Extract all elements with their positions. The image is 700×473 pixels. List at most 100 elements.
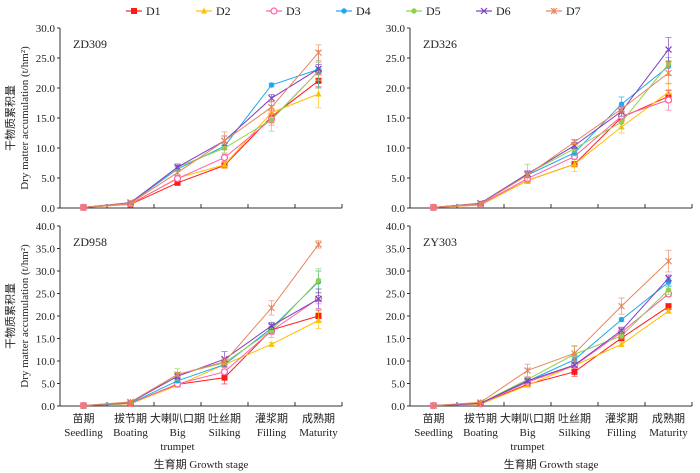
- legend-item: D3: [266, 4, 301, 18]
- x-tick-label-en: Big: [170, 427, 186, 439]
- legend-marker-asterisk-icon: [550, 7, 558, 15]
- data-point: [477, 200, 484, 208]
- series-line: [83, 315, 319, 407]
- x-axis-title: 生育期 Growth stage: [154, 457, 249, 471]
- data-point: [268, 340, 275, 347]
- series-line: [433, 277, 669, 407]
- data-point: [268, 82, 275, 88]
- series-line: [83, 280, 319, 407]
- series-d6: [80, 64, 322, 211]
- data-point: [174, 169, 181, 176]
- legend-label: D3: [286, 4, 301, 18]
- y-tick-label: 20.0: [36, 311, 56, 323]
- legend-label: D6: [496, 4, 511, 18]
- series-line: [83, 68, 319, 208]
- x-tick-label-cn: 成熟期: [302, 411, 335, 425]
- series-line: [433, 66, 669, 208]
- series-line: [83, 244, 319, 407]
- series-d1: [80, 74, 322, 211]
- y-tick-label: 25.0: [386, 289, 406, 301]
- data-point: [665, 303, 672, 310]
- legend-marker-triangle-icon: [201, 7, 207, 14]
- x-tick-label-en: Boating: [463, 427, 498, 439]
- y-tick-label: 35.0: [386, 244, 406, 256]
- panel-zd958: 0.0 5.0 10.0 15.0 20.0 25.0 30.0 35.0 40.0 ZD958 苗…: [36, 221, 343, 453]
- data-point: [665, 46, 672, 54]
- x-tick-label-cn: 大喇叭口期: [150, 411, 205, 425]
- data-point: [315, 295, 322, 303]
- legend-item: D5: [406, 4, 441, 18]
- x-axis-titles: 生育期 Growth stage 生育期 Growth stage: [154, 457, 599, 471]
- series-line: [433, 49, 669, 208]
- series-line: [83, 52, 319, 208]
- data-point: [220, 154, 229, 162]
- legend-marker-x-icon: [480, 7, 488, 15]
- data-point: [618, 333, 625, 339]
- data-point: [524, 367, 531, 374]
- series-line: [433, 281, 669, 407]
- y-tick-label: 10.0: [36, 143, 56, 155]
- y-tick-label: 25.0: [386, 53, 406, 65]
- series-d1: [430, 89, 672, 211]
- series-line: [83, 80, 319, 208]
- y-tick-label: 0.0: [41, 203, 55, 215]
- data-point: [618, 105, 625, 113]
- x-tick-label-en: Silking: [209, 427, 241, 439]
- y-tick-label: 20.0: [386, 83, 406, 95]
- data-point: [315, 49, 322, 56]
- data-point: [315, 277, 322, 284]
- series-line: [83, 70, 319, 208]
- data-point: [665, 307, 672, 314]
- panel-title: ZY303: [423, 235, 457, 249]
- data-point: [315, 317, 322, 323]
- data-point: [618, 302, 625, 310]
- data-point: [430, 402, 437, 409]
- legend-marker-circle-icon: [411, 8, 417, 14]
- y-axis-titles: 干物质累积量 Dry matter accumulation (t/hm²)干物质…: [3, 46, 31, 388]
- x-tick-label-en: Maturity: [299, 427, 338, 439]
- series-line: [83, 281, 319, 407]
- data-point: [571, 368, 578, 375]
- y-tick-label: 35.0: [36, 244, 56, 256]
- panels: 0.0 5.0 10.0 15.0 20.0 25.0 30.0 ZD309 0.0 5.0 10.…: [36, 23, 693, 453]
- series-line: [433, 99, 669, 208]
- series-d1: [80, 309, 322, 409]
- y-tick-label: 15.0: [36, 334, 56, 346]
- series-line: [433, 306, 669, 407]
- series-line: [433, 289, 669, 407]
- legend-marker-square-icon: [131, 8, 137, 14]
- data-point: [618, 316, 625, 323]
- series-d4: [430, 56, 672, 211]
- data-point: [571, 150, 578, 156]
- series-line: [83, 298, 319, 407]
- y-tick-label: 40.0: [36, 221, 56, 233]
- series-d5: [80, 61, 322, 211]
- series-d2: [430, 82, 672, 210]
- x-tick-label-cn: 拔节期: [114, 411, 147, 425]
- data-point: [268, 117, 275, 123]
- series-d5: [430, 284, 672, 409]
- legend-marker-circle-icon: [341, 8, 347, 14]
- y-tick-label: 5.0: [391, 379, 405, 391]
- data-point: [618, 340, 625, 347]
- legend-label: D1: [146, 4, 161, 18]
- data-point: [618, 326, 625, 334]
- series-d2: [80, 79, 322, 210]
- y-tick-label: 30.0: [36, 266, 56, 278]
- y-tick-label: 40.0: [386, 221, 406, 233]
- series-line: [433, 310, 669, 407]
- legend-label: D2: [216, 4, 231, 18]
- x-tick-label-cn: 苗期: [423, 412, 445, 425]
- x-tick-label-en: trumpet: [160, 441, 194, 453]
- data-point: [221, 374, 228, 381]
- legend-marker-diamond-open-icon: [270, 7, 278, 15]
- data-point: [268, 103, 275, 111]
- series-line: [83, 68, 319, 208]
- y-tick-label: 0.0: [391, 203, 405, 215]
- legend-item: D4: [336, 4, 371, 18]
- y-axis-title-cn: 干物质累积量: [3, 85, 17, 151]
- data-point: [268, 322, 275, 330]
- series-d7: [430, 249, 672, 409]
- x-tick-label-en: Filling: [257, 427, 287, 439]
